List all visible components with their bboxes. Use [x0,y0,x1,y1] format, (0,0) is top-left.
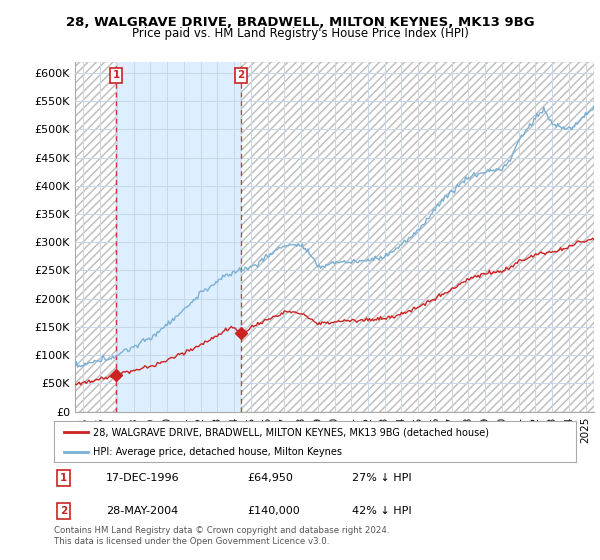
Bar [241,62,594,412]
Text: 27% ↓ HPI: 27% ↓ HPI [352,473,411,483]
Text: 28, WALGRAVE DRIVE, BRADWELL, MILTON KEYNES, MK13 9BG (detached house): 28, WALGRAVE DRIVE, BRADWELL, MILTON KEY… [93,427,489,437]
Bar [116,62,241,412]
Text: 2: 2 [237,71,245,80]
Bar [75,62,116,412]
Bar [241,62,594,412]
Text: 17-DEC-1996: 17-DEC-1996 [106,473,180,483]
Text: 1: 1 [113,71,120,80]
Text: Contains HM Land Registry data © Crown copyright and database right 2024.
This d: Contains HM Land Registry data © Crown c… [54,526,389,546]
Text: HPI: Average price, detached house, Milton Keynes: HPI: Average price, detached house, Milt… [93,447,342,457]
Text: 1: 1 [60,473,67,483]
Text: 42% ↓ HPI: 42% ↓ HPI [352,506,411,516]
Text: 28-MAY-2004: 28-MAY-2004 [106,506,178,516]
Bar [75,62,116,412]
Text: Price paid vs. HM Land Registry's House Price Index (HPI): Price paid vs. HM Land Registry's House … [131,27,469,40]
Text: £140,000: £140,000 [247,506,300,516]
Text: 28, WALGRAVE DRIVE, BRADWELL, MILTON KEYNES, MK13 9BG: 28, WALGRAVE DRIVE, BRADWELL, MILTON KEY… [65,16,535,29]
Text: 2: 2 [60,506,67,516]
Text: £64,950: £64,950 [247,473,293,483]
